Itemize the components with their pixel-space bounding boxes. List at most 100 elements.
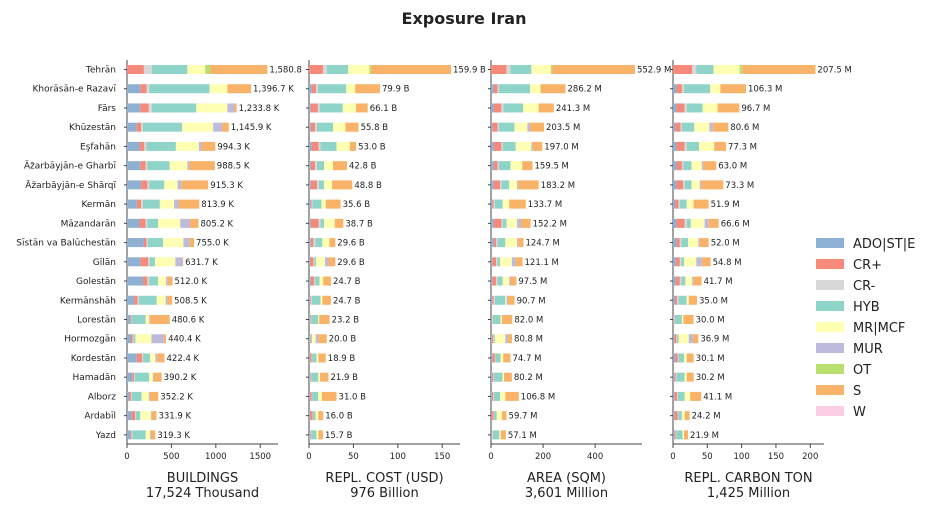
bar-segment-hyb [696,65,714,74]
bar-segment-ado-st-e [673,391,675,401]
bar-segment-ado-st-e [309,295,310,305]
bar-segment-s [686,353,694,363]
category-label: Alborz [88,392,117,402]
bar-value-label: 23.2 B [332,315,360,325]
bar-segment-hyb [497,257,501,267]
bar-segment-ado-st-e [673,372,675,382]
bar-segment-ado-st-e [673,180,677,190]
bar-segment-ado-st-e [127,391,130,401]
bar-segment-hyb [678,353,684,363]
bar-value-label: 106.3 M [748,85,782,95]
bar-segment-ado-st-e [491,334,492,344]
x-tick-label: 0 [306,452,311,462]
bar-segment-cr- [674,372,676,382]
bar-segment-mr-mcf [154,257,176,267]
bar-segment-ado-st-e [673,257,676,267]
bar-segment-cr- [676,161,682,171]
bar-value-label: 73.3 M [725,181,754,191]
bar-segment-ado-st-e [127,161,141,171]
bar-segment-ado-st-e [309,372,310,382]
bar-segment-ado-st-e [309,411,310,421]
legend-swatch [816,385,844,395]
category-label: Sīstān va Balūchestān [16,239,116,249]
bar-segment-cr- [146,238,148,248]
bar-segment-mr-mcf [149,372,153,382]
bar-value-label: 63.0 M [718,162,747,172]
bar-segment-cr- [676,218,685,228]
bar-segment-mr-mcf [320,295,323,305]
bar-segment-ado-st-e [309,391,310,401]
bar-value-label: 59.7 M [509,412,538,422]
bar-segment-cr- [684,103,687,113]
bar-segment-ado-st-e [673,199,676,209]
bar-segment-mr-mcf [158,218,181,228]
bar-segment-cr- [679,276,682,286]
bar-segment-cr- [310,199,312,209]
bar-segment-cr- [313,257,315,267]
bar-segment-ado-st-e [127,180,142,190]
bar-segment-cr- [315,122,317,132]
bar-value-label: 1,233.8 K [239,104,280,114]
bar-segment-s [503,353,511,363]
bar-value-label: 79.9 B [382,85,410,95]
bar-segment-cr- [493,238,497,248]
bar-segment-mur [688,334,693,344]
bar-segment-s [712,122,729,132]
bar-segment-hyb [142,122,183,132]
bar-value-label: 80.2 M [514,373,543,383]
bar-segment-s [520,218,531,228]
category-label: Kordestān [71,354,116,364]
bar-segment-s [501,314,513,324]
bar-segment-mr-mcf [145,430,151,440]
bar-segment-mr-mcf [196,103,228,113]
bar-segment-mr-mcf [688,238,699,248]
bar-segment-mur [517,238,519,248]
bar-segment-cr- [678,199,680,209]
bar-segment-cr- [309,257,314,267]
bar-segment-s [167,295,173,305]
bar-segment-mr-mcf [145,314,150,324]
bar-segment-hyb [678,295,687,305]
bar-segment-hyb [498,161,511,171]
bar-segment-cr- [148,103,152,113]
bar-value-label: 994.3 K [217,142,250,152]
bar-segment-cr- [491,411,494,421]
bar-segment-cr- [684,141,687,151]
bar-segment-cr- [676,238,680,248]
legend-label: ADO|ST|E [853,237,915,252]
bar-segment-ado-st-e [309,141,312,151]
bar-segment-cr- [493,141,502,151]
bar-segment-cr- [141,199,143,209]
bar-value-label: 331.9 K [158,412,191,422]
bar-segment-cr- [674,334,677,344]
bar-segment-mr-mcf [691,161,702,171]
bar-value-label: 159.9 B [453,66,486,76]
bar-segment-hyb [497,238,506,248]
bar-segment-s [701,180,724,190]
bar-value-label: 21.9 B [330,373,358,383]
bar-segment-mr-mcf [332,122,346,132]
bar-segment-cr- [676,180,684,190]
bar-segment-ot [550,65,553,74]
bar-segment-hyb [494,295,506,305]
bar-segment-hyb [493,334,495,344]
bar-segment-cr- [675,295,678,305]
bar-segment-mr-mcf [530,84,541,94]
x-axis-title: REPL. CARBON TON [684,471,812,486]
x-axis-title: BUILDINGS [167,471,238,486]
bar-segment-mr-mcf [683,257,697,267]
bar-segment-cr- [146,84,150,94]
bar-segment-s [163,334,167,344]
bar-segment-cr- [309,372,311,382]
bar-segment-mr-mcf [702,103,718,113]
x-tick-label: 0 [488,452,493,462]
bar-segment-hyb [147,218,159,228]
bar-segment-hyb [312,411,316,421]
x-axis-title: REPL. COST (USD) [325,471,443,486]
bar-segment-mr-mcf [496,411,502,421]
bar-segment-mr-mcf [690,218,705,228]
bar-segment-cr- [144,141,147,151]
bar-segment-mr-mcf [316,257,325,267]
bar-segment-cr- [134,295,138,305]
bar-segment-ado-st-e [309,334,310,344]
